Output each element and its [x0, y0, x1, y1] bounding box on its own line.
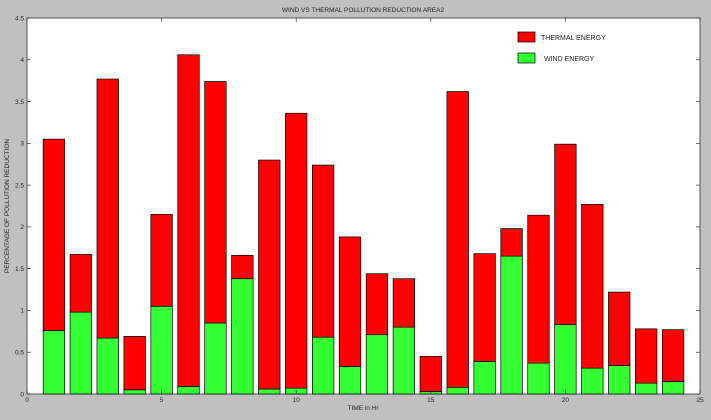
bar-wind-energy-6	[177, 386, 200, 395]
bar-wind-energy-19	[527, 362, 550, 395]
bar-wind-energy-18	[500, 255, 523, 395]
bar-thermal-energy-21	[581, 203, 604, 369]
bar-wind-energy-9	[258, 388, 281, 395]
x-tick-label: 25	[696, 397, 704, 404]
y-tick-label: 4	[20, 57, 24, 64]
chart-title: WIND VS THERMAL POLLUTION REDUCTION AREA…	[282, 7, 445, 14]
bar-thermal-energy-6	[177, 54, 200, 387]
bar-wind-energy-20	[554, 324, 577, 395]
y-tick-label: 1.5	[15, 266, 24, 273]
bar-wind-energy-13	[365, 334, 389, 395]
legend-swatch-thermal-energy	[517, 31, 536, 43]
bar-wind-energy-21	[581, 367, 604, 395]
y-axis-label: PERCENTAGE OF POLLUTION REDUCTION	[4, 139, 11, 274]
bar-wind-energy-24	[661, 381, 685, 395]
bar-wind-energy-22	[608, 365, 631, 395]
bar-thermal-energy-17	[473, 253, 496, 362]
bar-thermal-energy-20	[554, 143, 577, 325]
bar-thermal-energy-10	[285, 112, 308, 389]
bar-thermal-energy-4	[123, 336, 146, 391]
bar-thermal-energy-19	[527, 214, 550, 364]
x-axis-ticks: 0 5 10 15 20 25	[25, 18, 704, 404]
x-tick-label: 20	[562, 397, 570, 404]
bar-wind-energy-11	[312, 336, 335, 395]
y-tick-label: 0	[20, 391, 24, 398]
y-tick-label: 2	[20, 224, 24, 231]
legend-label-wind-energy: WIND ENERGY	[544, 56, 595, 63]
bar-wind-energy-7	[204, 322, 227, 395]
bar-thermal-energy-7	[204, 81, 227, 324]
bar-thermal-energy-12	[338, 236, 362, 367]
y-tick-label: 2.5	[15, 182, 24, 189]
bar-wind-energy-14	[392, 326, 415, 395]
bar-thermal-energy-23	[635, 328, 658, 384]
y-tick-label: 4.5	[15, 15, 24, 22]
y-tick-label: 0.5	[15, 350, 24, 357]
x-tick-label: 5	[160, 397, 164, 404]
x-tick-label: 0	[25, 397, 29, 404]
x-tick-label: 10	[293, 397, 301, 404]
bar-wind-energy-2	[69, 311, 92, 395]
y-axis-ticks: 0 0.5 1 1.5 2 2.5 3 3.5 4 4.5	[15, 15, 700, 398]
bar-thermal-energy-22	[608, 291, 631, 366]
legend-swatch-wind-energy	[517, 52, 536, 64]
legend: THERMAL ENERGY WIND ENERGY	[517, 31, 606, 64]
bar-thermal-energy-1	[42, 138, 66, 331]
bar-wind-energy-16	[446, 386, 469, 395]
bar-thermal-energy-13	[365, 273, 389, 336]
bar-wind-energy-3	[96, 337, 119, 395]
bar-thermal-energy-24	[661, 329, 685, 382]
y-tick-label: 1	[20, 308, 24, 315]
bar-thermal-energy-14	[392, 278, 415, 328]
bar-thermal-energy-2	[69, 254, 92, 313]
bar-wind-energy-4	[123, 389, 146, 395]
bar-thermal-energy-18	[500, 228, 523, 257]
bar-wind-energy-23	[635, 382, 658, 395]
bar-thermal-energy-16	[446, 91, 469, 388]
bar-thermal-energy-11	[312, 164, 335, 338]
bar-wind-energy-17	[473, 361, 496, 395]
y-tick-label: 3.5	[15, 99, 24, 106]
bars-layer	[42, 54, 685, 395]
bar-wind-energy-1	[42, 330, 66, 395]
x-axis-label: TIME in Hr	[347, 405, 379, 412]
bar-thermal-energy-9	[258, 159, 281, 390]
bar-thermal-energy-8	[231, 254, 254, 280]
bar-wind-energy-8	[231, 278, 254, 395]
bar-thermal-energy-5	[150, 214, 173, 307]
bar-thermal-energy-15	[419, 356, 442, 392]
y-tick-label: 3	[20, 141, 24, 148]
legend-label-thermal-energy: THERMAL ENERGY	[541, 35, 606, 42]
bar-wind-energy-12	[338, 366, 362, 395]
bar-wind-energy-5	[150, 305, 173, 395]
x-tick-label: 15	[427, 397, 435, 404]
bar-thermal-energy-3	[96, 78, 119, 339]
